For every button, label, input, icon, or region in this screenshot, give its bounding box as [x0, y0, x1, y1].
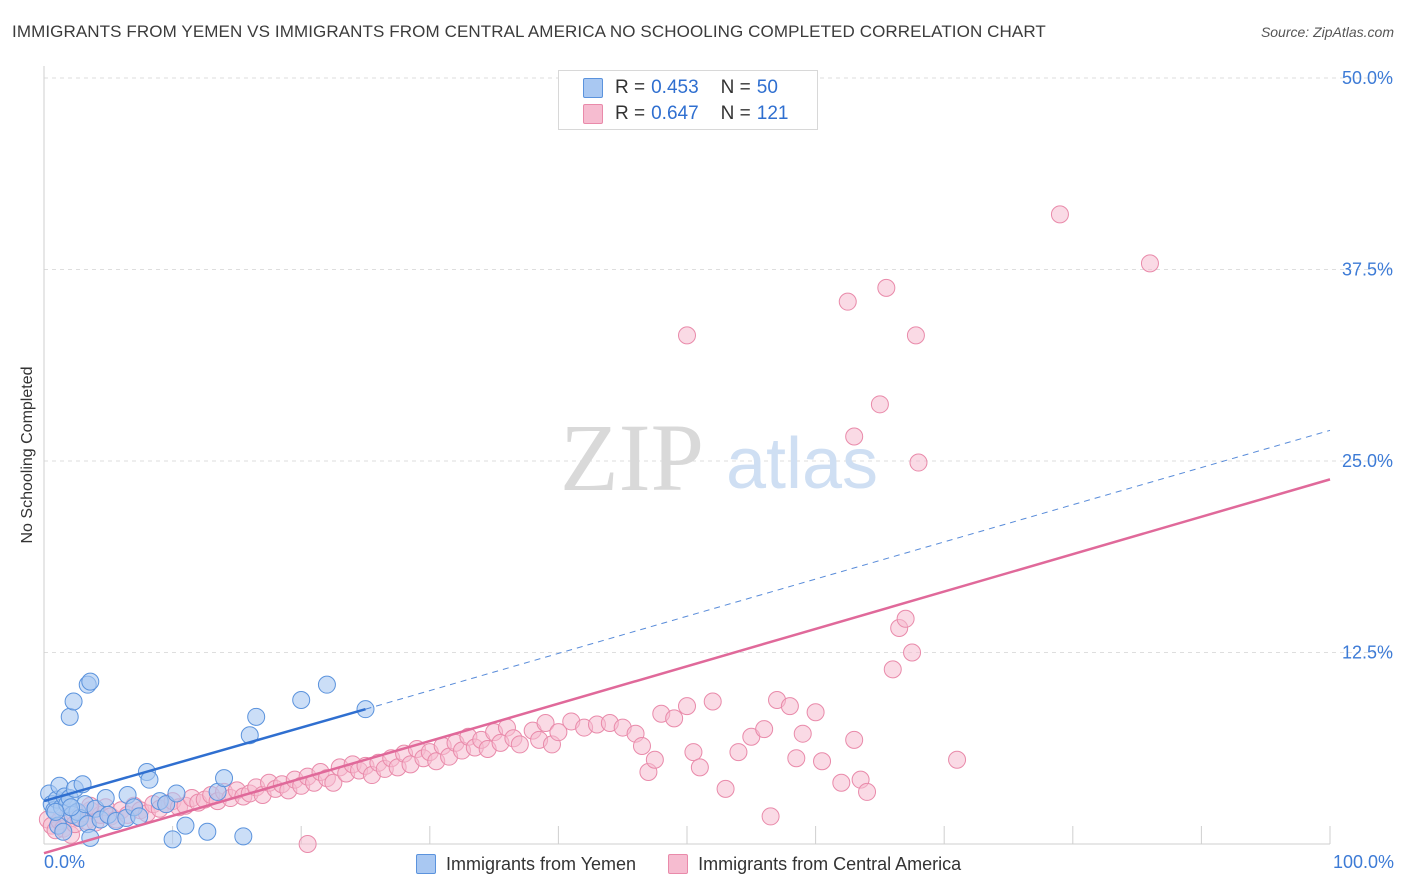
legend-row-central-america: R = 0.647 N = 121 [583, 101, 788, 127]
trend-lines [43, 429, 1331, 855]
central-america-point [324, 773, 343, 792]
central-america-point [787, 749, 806, 768]
yemen-swatch [416, 854, 436, 874]
yemen-point [130, 807, 149, 826]
yemen-point [292, 690, 311, 709]
central-america-point [716, 779, 735, 798]
legend-item-central-america: Immigrants from Central America [668, 854, 961, 875]
yemen-point [317, 675, 336, 694]
central-america-point [845, 730, 864, 749]
central-america-point [298, 835, 317, 853]
yemen-point [234, 827, 253, 846]
r-value: 0.453 [651, 77, 699, 98]
r-label: R = [615, 103, 646, 124]
central-america-point [832, 773, 851, 792]
yemen-points [40, 672, 375, 849]
central-america-point [761, 807, 780, 826]
central-america-point [690, 758, 709, 777]
yemen-trend-line [43, 707, 366, 803]
x-tick-max: 100.0% [1332, 852, 1394, 872]
central-america-point [1140, 254, 1159, 273]
r-value: 0.647 [651, 103, 699, 124]
n-value: 50 [756, 77, 778, 98]
central-america-point [1050, 205, 1069, 224]
central-america-point [729, 743, 748, 762]
central-america-point [858, 782, 877, 801]
central-america-point [684, 743, 703, 762]
yemen-point [176, 816, 195, 835]
central-america-point [909, 453, 928, 472]
watermark: ZIP atlas [560, 404, 878, 511]
central-america-swatch [583, 104, 603, 124]
yemen-point [240, 726, 259, 745]
central-america-point [645, 750, 664, 769]
central-america-point [678, 697, 696, 716]
yemen-point [96, 789, 115, 808]
central-america-point [896, 609, 915, 628]
series-legend: Immigrants from Yemen Immigrants from Ce… [416, 852, 993, 876]
n-label: N = [720, 103, 751, 124]
yemen-point [167, 784, 186, 803]
legend-label-central-america: Immigrants from Central America [698, 853, 962, 874]
central-america-point [883, 660, 902, 679]
central-america-point [838, 292, 857, 311]
yemen-trend-extension [365, 429, 1331, 710]
yemen-point [163, 830, 182, 849]
y-tick-label: 50.0% [1342, 68, 1393, 88]
central-america-point [806, 703, 825, 722]
central-america-point [948, 750, 967, 769]
yemen-point [62, 798, 81, 817]
x-tick-min: 0.0% [44, 852, 86, 872]
yemen-point [64, 692, 83, 711]
y-tick-label: 25.0% [1342, 451, 1393, 471]
central-america-point [870, 395, 889, 414]
source-credit: Source: ZipAtlas.com [1260, 24, 1394, 40]
legend-item-yemen: Immigrants from Yemen [416, 854, 636, 875]
watermark-zip: ZIP [560, 404, 704, 511]
central-america-point [665, 709, 684, 728]
yemen-point [81, 672, 100, 691]
central-america-point [755, 720, 774, 739]
n-value: 121 [756, 103, 789, 124]
y-tick-label: 12.5% [1342, 643, 1393, 663]
central-america-point [793, 724, 812, 743]
yemen-point [198, 822, 217, 841]
central-america-point [877, 278, 896, 297]
yemen-point [46, 802, 65, 821]
central-america-point [780, 697, 799, 716]
stats-legend: R = 0.453 N = 50 R = 0.647 N = 121 [558, 70, 818, 130]
grid-lines [44, 77, 1392, 653]
y-tick-label: 37.5% [1342, 260, 1393, 280]
chart-title: IMMIGRANTS FROM YEMEN VS IMMIGRANTS FROM… [12, 22, 1046, 41]
central-america-points [38, 205, 1159, 853]
central-america-point [632, 736, 651, 755]
yemen-point [54, 822, 73, 841]
central-america-swatch [668, 854, 689, 874]
central-america-point [903, 643, 922, 662]
r-label: R = [615, 77, 646, 98]
legend-row-yemen: R = 0.453 N = 50 [583, 75, 778, 101]
central-america-point [678, 326, 696, 345]
yemen-point [247, 707, 266, 726]
n-label: N = [720, 77, 751, 98]
legend-label-yemen: Immigrants from Yemen [446, 853, 637, 874]
central-america-point [813, 752, 832, 771]
central-america-point [906, 326, 925, 345]
central-america-point [703, 692, 722, 711]
yemen-point [215, 769, 234, 788]
central-america-point [536, 713, 555, 732]
central-america-trend-line [43, 478, 1331, 855]
central-america-point [510, 735, 529, 754]
axes: 12.5% 25.0% 37.5% 50.0% [43, 66, 1393, 845]
yemen-point [60, 707, 79, 726]
central-america-point [549, 723, 568, 742]
central-america-point [845, 427, 864, 446]
yemen-swatch [583, 78, 603, 98]
